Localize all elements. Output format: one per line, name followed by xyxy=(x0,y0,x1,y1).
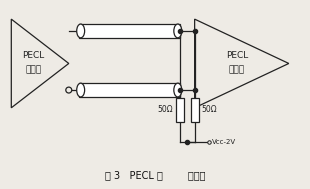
Bar xyxy=(79,83,180,97)
Ellipse shape xyxy=(174,24,182,38)
Ellipse shape xyxy=(77,24,85,38)
Bar xyxy=(191,98,199,122)
Text: Vcc-2V: Vcc-2V xyxy=(212,139,236,145)
Text: 50Ω: 50Ω xyxy=(157,105,173,114)
Text: 50Ω: 50Ω xyxy=(202,105,217,114)
Text: PECL: PECL xyxy=(22,51,44,60)
Text: PECL: PECL xyxy=(226,51,248,60)
Ellipse shape xyxy=(174,83,182,97)
Circle shape xyxy=(66,87,72,93)
Text: 驱动器: 驱动器 xyxy=(25,65,41,74)
Text: 图 3   PECL 间        接方式: 图 3 PECL 间 接方式 xyxy=(105,170,205,180)
Bar xyxy=(176,98,184,122)
Bar xyxy=(79,24,180,38)
Ellipse shape xyxy=(77,83,85,97)
Text: 接收器: 接收器 xyxy=(229,65,245,74)
